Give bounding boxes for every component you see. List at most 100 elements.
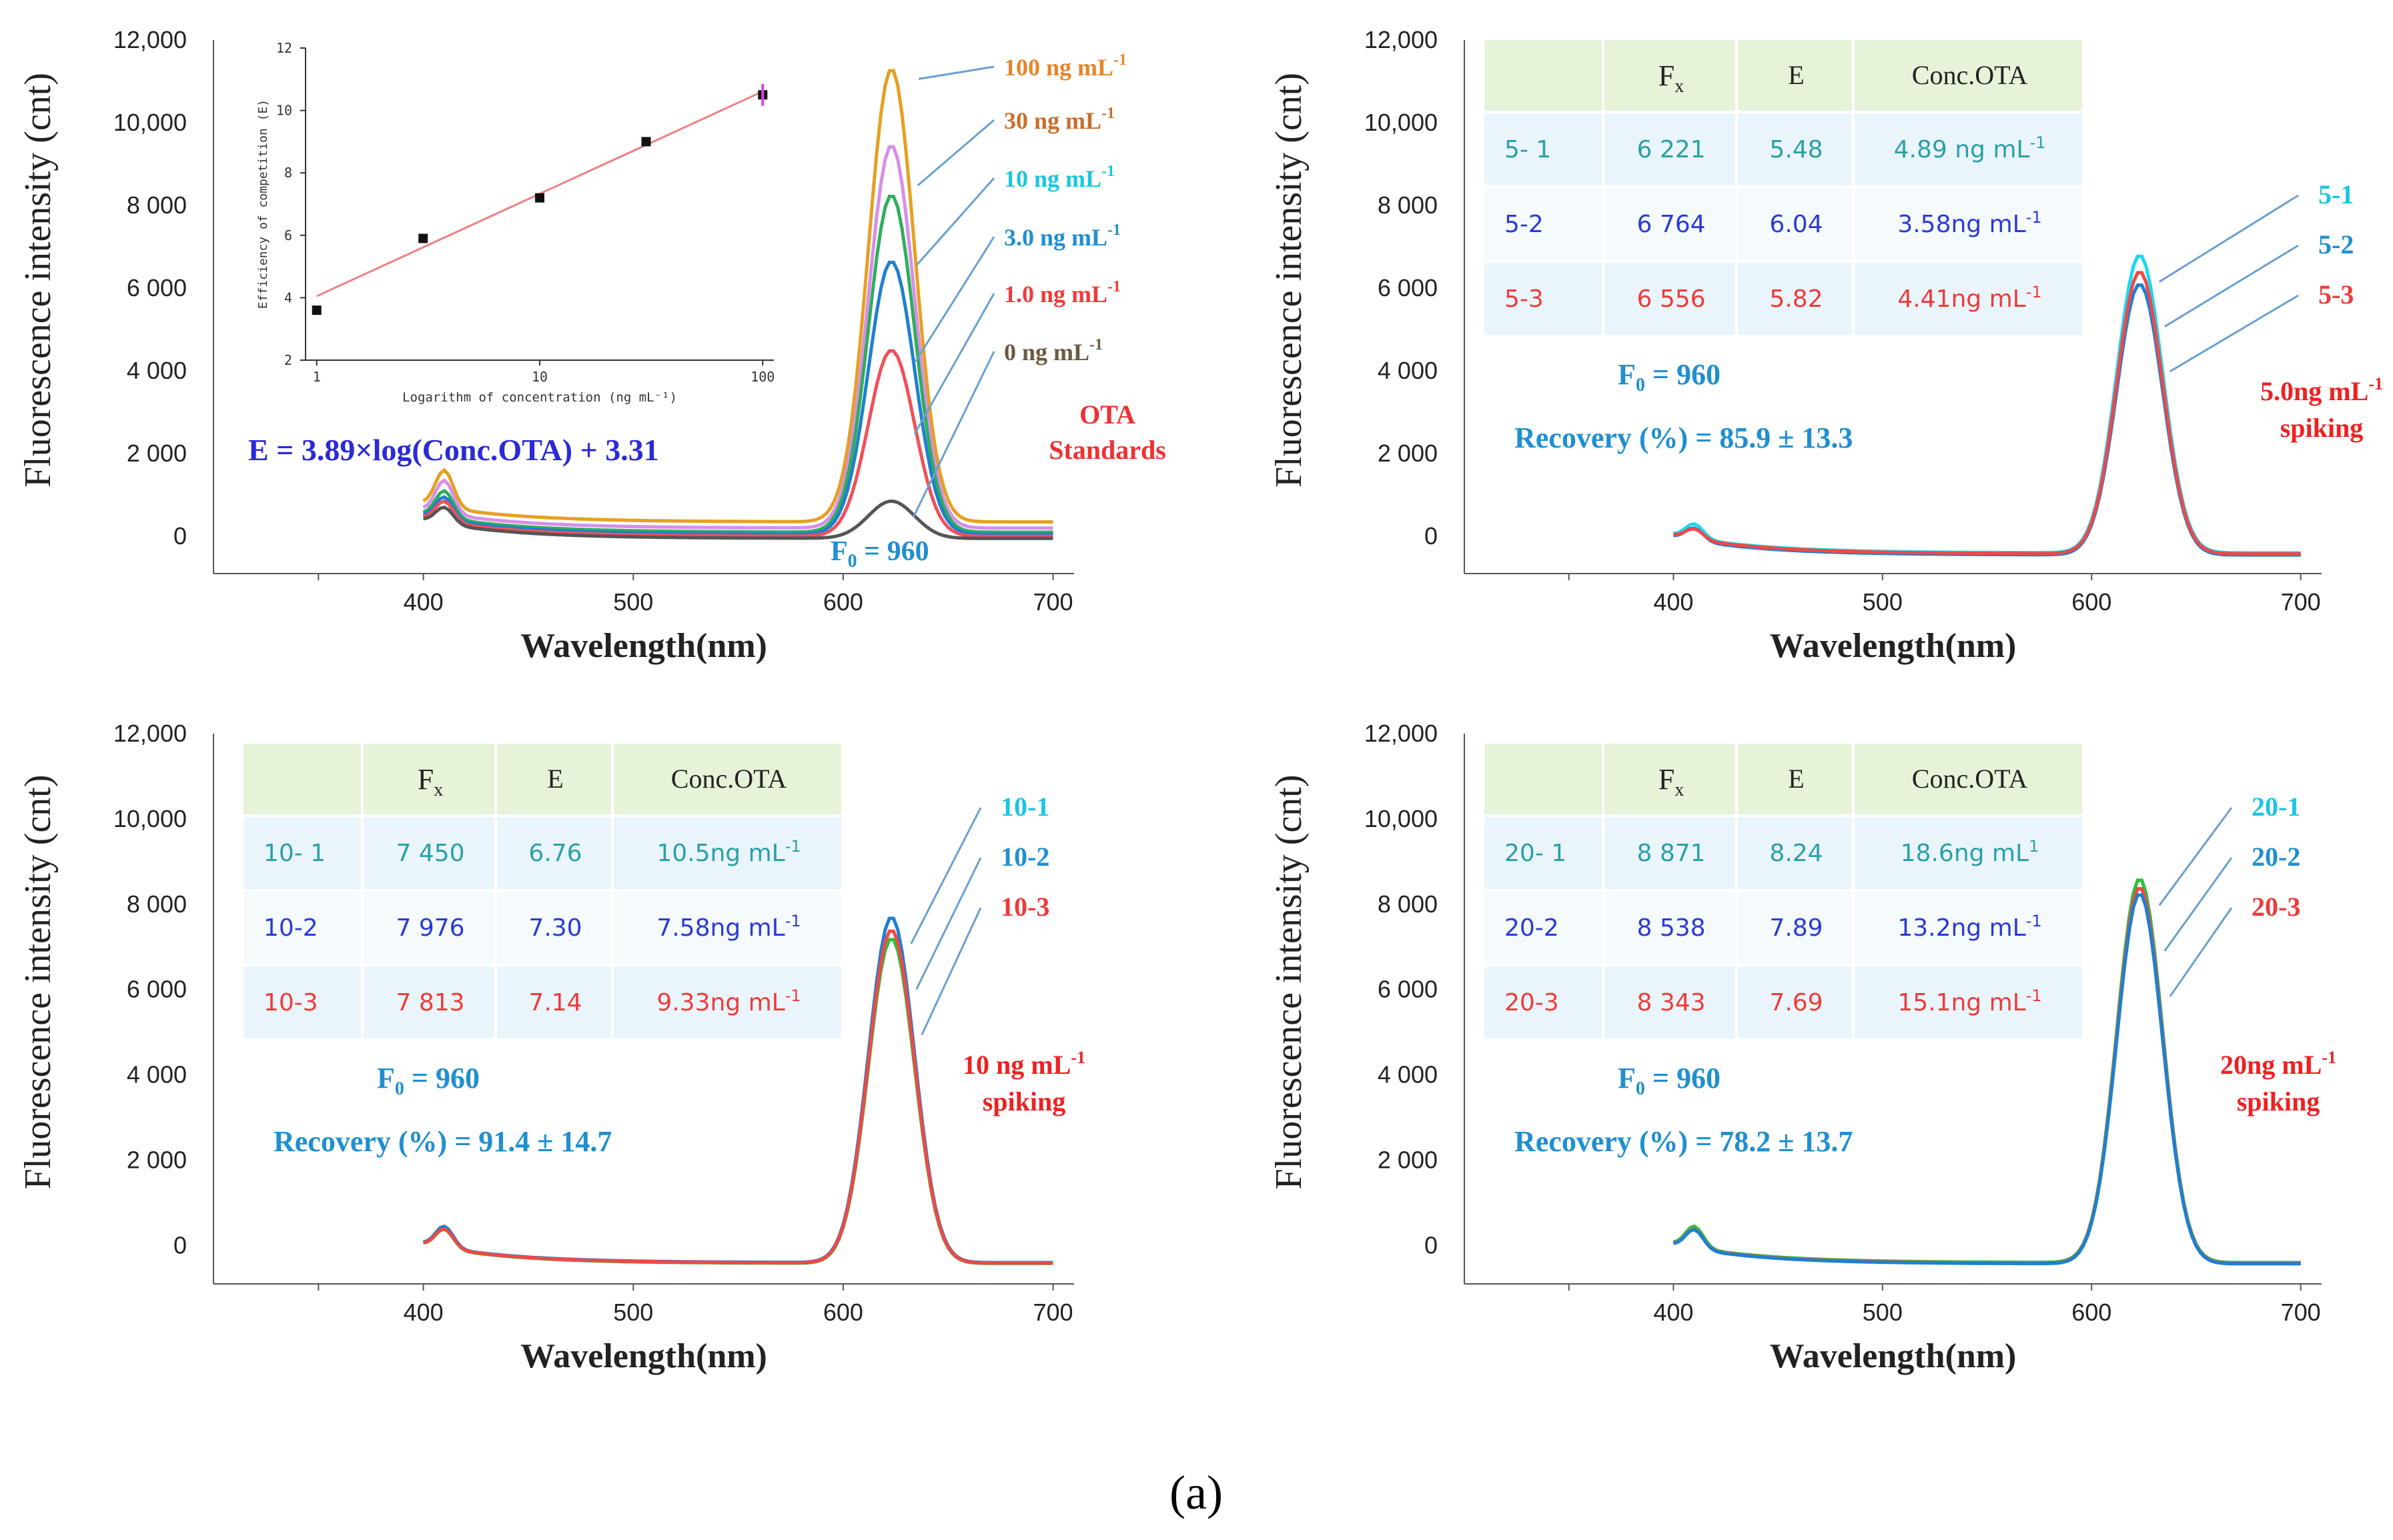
- inset-y-tick-label: 2: [284, 352, 292, 368]
- table-cell: [1604, 817, 1735, 889]
- x-axis-title: Wavelength(nm): [520, 627, 767, 665]
- standards-label: Standards: [1049, 435, 1166, 465]
- table-cell-value: 5.48: [1769, 136, 1823, 163]
- inset-data-point: [641, 137, 651, 147]
- leader-line: [917, 119, 995, 187]
- table-cell: [1604, 188, 1735, 260]
- table-cell: [1484, 113, 1602, 185]
- table-header-cell: [497, 744, 611, 814]
- table-header-cell: [1855, 744, 2082, 814]
- table-cell: [1738, 966, 1852, 1038]
- table-cell-value: 20- 1: [1504, 840, 1566, 867]
- leader-line: [915, 857, 982, 990]
- x-tick-label: 600: [823, 588, 863, 616]
- inset-y-tick-label: 4: [284, 289, 292, 305]
- table-cell-value: 6 221: [1636, 136, 1705, 163]
- table-cell: [1738, 892, 1852, 964]
- x-tick-label: 500: [1863, 1299, 1903, 1326]
- table-header-label: Conc.OTA: [671, 764, 787, 794]
- leader-line: [2158, 807, 2233, 906]
- y-axis-title: Fluorescence intensity (cnt): [1268, 774, 1310, 1189]
- series-label: 30 ng mL-1: [1004, 105, 1115, 134]
- x-axis-title: Wavelength(nm): [520, 1337, 767, 1375]
- series-label: 5-3: [2318, 279, 2354, 309]
- y-tick-label: 8 000: [127, 890, 187, 918]
- table-header-cell: [244, 744, 361, 814]
- table-cell-value: 5-3: [1504, 285, 1544, 313]
- inset-x-tick-label: 1: [313, 369, 321, 385]
- inset-data-point: [535, 193, 544, 203]
- chart-panel-spike20: 12,000 10,000 8 000 6 000 4 000 2 000 0 400 500 6…: [1268, 720, 2336, 1375]
- table-cell: [1738, 263, 1852, 335]
- f0-label: F0 = 960: [831, 536, 929, 572]
- series-line-100-ng-mL-1: [422, 69, 1053, 524]
- y-tick-label: 10,000: [113, 805, 187, 832]
- results-table: Fx E Conc.OTA 20- 1 8 871 8.24 18.6ng mL1 20-2 8…: [1484, 744, 2082, 1038]
- y-tick-label: 10,000: [113, 109, 187, 136]
- inset-y-tick-label: 10: [276, 103, 292, 119]
- table-cell: [497, 892, 611, 964]
- table-cell: [1604, 966, 1735, 1038]
- table-header-label: E: [1788, 60, 1804, 90]
- y-axis-title: Fluorescence intensity (cnt): [1268, 73, 1310, 488]
- table-cell-value: 5- 1: [1504, 136, 1551, 163]
- spiking-label: spiking: [983, 1086, 1066, 1116]
- series-line-20-3: [1672, 893, 2301, 1266]
- y-tick-label: 8 000: [1378, 890, 1438, 918]
- y-tick-label: 10,000: [1364, 109, 1438, 136]
- table-header-cell: [1604, 40, 1735, 111]
- table-cell: [1484, 263, 1602, 335]
- y-axis-title: Fluorescence intensity (cnt): [17, 73, 59, 488]
- table-cell-value: 10- 1: [264, 840, 326, 867]
- table-cell-value: 3.58ng mL-1: [1897, 208, 2041, 238]
- inset-chart: 2 4 6 8 10 12 1 10 100 Logarithm of concentration…: [256, 40, 775, 405]
- table-cell-value: 6 556: [1636, 285, 1705, 313]
- y-tick-label: 4 000: [127, 1061, 187, 1088]
- x-tick-label: 700: [1033, 1299, 1073, 1326]
- table-cell-value: 7 976: [396, 914, 464, 942]
- table-cell: [1738, 113, 1852, 185]
- table-cell: [614, 966, 841, 1038]
- table-header-cell: [1484, 40, 1602, 111]
- table-cell: [1738, 817, 1852, 889]
- table-cell: [1484, 892, 1602, 964]
- table-cell-value: 10-2: [264, 914, 318, 942]
- series-label: 5-2: [2318, 229, 2354, 259]
- leader-line: [2169, 907, 2233, 998]
- table-header-label: E: [547, 764, 563, 794]
- table-cell-value: 10.5ng mL-1: [656, 837, 801, 867]
- table-cell-value: 6.76: [528, 840, 582, 867]
- inset-y-tick-label: 6: [284, 227, 292, 243]
- table-cell: [1604, 263, 1735, 335]
- table-cell: [1855, 892, 2082, 964]
- x-tick-label: 700: [1033, 588, 1073, 616]
- table-header-cell: [364, 744, 494, 814]
- table-cell-value: 7.69: [1769, 989, 1823, 1016]
- table-cell-value: 7.58ng mL-1: [656, 912, 801, 942]
- regression-equation: E = 3.89×log(Conc.OTA) + 3.31: [248, 433, 659, 467]
- series-label: 10-2: [1001, 842, 1049, 872]
- y-tick-label: 2 000: [127, 440, 187, 467]
- table-cell-value: 8 871: [1636, 840, 1705, 867]
- y-tick-label: 6 000: [1378, 274, 1438, 301]
- x-tick-label: 500: [613, 588, 653, 616]
- table-cell: [1484, 817, 1602, 889]
- y-tick-label: 2 000: [1378, 1146, 1438, 1174]
- series-label: 1.0 ng mL-1: [1004, 278, 1121, 307]
- leader-line: [915, 177, 995, 266]
- table-cell: [1604, 892, 1735, 964]
- results-table: Fx E Conc.OTA 5- 1 6 221 5.48 4.89 ng mL-1 5-2 6…: [1484, 40, 2082, 335]
- table-header-cell: [1604, 744, 1735, 814]
- table-header-cell: [1855, 40, 2082, 111]
- x-tick-label: 500: [613, 1299, 653, 1326]
- table-cell-value: 7.14: [528, 989, 582, 1016]
- inset-y-tick-label: 8: [284, 165, 292, 181]
- table-header-cell: [614, 744, 841, 814]
- table-cell: [1484, 188, 1602, 260]
- series-label: 20-3: [2252, 892, 2300, 922]
- table-cell: [497, 966, 611, 1038]
- series-label: 100 ng mL-1: [1004, 51, 1127, 81]
- table-cell-value: 6 764: [1636, 211, 1705, 238]
- table-cell: [244, 966, 361, 1038]
